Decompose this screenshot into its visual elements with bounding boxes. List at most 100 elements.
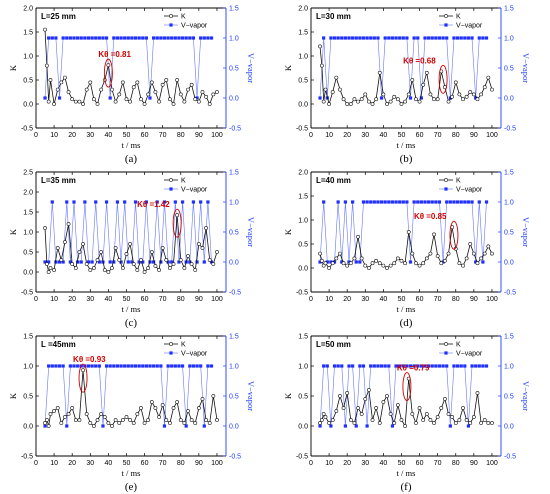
k-point	[490, 251, 494, 256]
v-vapor-point	[202, 424, 206, 428]
v-vapor-point	[130, 364, 134, 368]
legend-k-marker	[169, 342, 173, 346]
y-axis-label: K	[8, 392, 18, 399]
peak-annotation: Kθ =0.81	[98, 50, 131, 59]
x-tick-label: 30	[361, 132, 369, 139]
x-tick-label: 90	[470, 460, 478, 467]
k-point	[186, 254, 190, 258]
k-point	[403, 424, 407, 428]
v-vapor-point	[343, 36, 347, 40]
k-point	[196, 99, 201, 104]
x-tick-label: 20	[68, 132, 76, 139]
v-vapor-point	[43, 96, 47, 100]
x-tick-label: 90	[470, 296, 478, 303]
k-point	[157, 415, 161, 419]
y-tick-label: -0.5	[21, 126, 33, 133]
v-vapor-point	[354, 36, 358, 40]
k-point	[359, 256, 364, 261]
v-vapor-point	[379, 364, 384, 368]
v-vapor-point	[332, 364, 337, 368]
v-vapor-point	[54, 260, 58, 264]
k-point	[84, 262, 89, 266]
k-point	[385, 102, 389, 106]
x-tick-label: 10	[325, 132, 333, 139]
legend-v-marker	[444, 187, 448, 191]
v-vapor-point	[477, 200, 481, 204]
v-vapor-point	[361, 36, 366, 40]
v-vapor-point	[376, 364, 380, 368]
v-vapor-point	[387, 364, 391, 368]
v-vapor-point	[47, 364, 51, 368]
v-vapor-point	[199, 364, 203, 368]
k-point	[135, 268, 140, 272]
x-tick-label: 60	[416, 132, 424, 139]
v-vapor-point	[170, 260, 174, 264]
v-vapor-point	[405, 200, 409, 204]
y-tick-label: 0.5	[23, 250, 33, 257]
chart-panel-b: 0 10 20 30 40 50 60 70 80 90 100 -0.5 0.0 0.5 1.0 1.5 2.…	[283, 6, 531, 166]
k-point	[46, 99, 51, 104]
k-point	[196, 242, 201, 246]
x-tick-label: 0	[309, 132, 313, 139]
k-point	[374, 97, 379, 102]
v-vapor-point	[43, 424, 47, 428]
v-vapor-point	[416, 364, 420, 368]
v-vapor-point	[394, 36, 398, 40]
v-vapor-point	[173, 364, 177, 368]
v-vapor-point	[358, 36, 362, 40]
y2-tick-label: -0.5	[504, 126, 516, 133]
x-tick-label: 90	[195, 296, 203, 303]
k-point	[139, 97, 143, 102]
v-vapor-point	[65, 36, 69, 40]
x-tick-label: 0	[34, 296, 38, 303]
k-point	[435, 97, 440, 102]
k-point	[406, 230, 411, 234]
x-tick-label: 30	[361, 296, 369, 303]
v-vapor-point	[448, 96, 452, 100]
k-point	[399, 102, 404, 106]
k-point	[131, 85, 136, 90]
v-vapor-point	[459, 200, 463, 204]
y-tick-label: 1.0	[23, 230, 33, 237]
k-point	[99, 87, 104, 92]
x-tick-label: 10	[50, 460, 58, 467]
k-point	[146, 266, 151, 270]
v-vapor-point	[72, 364, 76, 368]
v-vapor-point	[412, 364, 416, 368]
x-tick-label: 0	[309, 296, 313, 303]
v-vapor-point	[61, 36, 65, 40]
v-vapor-point	[325, 364, 329, 368]
k-point	[77, 418, 82, 422]
k-point	[468, 421, 473, 425]
x-axis-label: t / ms	[122, 140, 141, 150]
v-vapor-point	[427, 36, 431, 40]
v-vapor-point	[372, 364, 376, 368]
k-point	[414, 97, 418, 102]
v-vapor-point	[463, 364, 467, 368]
y2-tick-label: 1.5	[504, 334, 514, 341]
v-vapor-point	[50, 36, 54, 40]
k-point	[211, 394, 216, 398]
k-point	[59, 421, 64, 425]
v-vapor-point	[209, 364, 214, 368]
k-point	[124, 252, 129, 256]
v-vapor-point	[463, 36, 467, 40]
v-vapor-point	[455, 36, 460, 40]
v-vapor-point	[184, 424, 188, 428]
v-vapor-point	[434, 200, 438, 204]
k-point	[99, 250, 104, 254]
k-point	[207, 258, 212, 262]
v-vapor-point	[477, 364, 481, 368]
chart-panel-f: 0 10 20 30 40 50 60 70 80 90 100 -0.5 0.0 0.5 1.0 1.5 -0…	[283, 334, 531, 494]
k-point	[341, 406, 346, 410]
k-point	[482, 251, 487, 256]
k-point	[73, 418, 78, 422]
y-tick-label: 0.0	[298, 424, 308, 431]
v-vapor-point	[459, 36, 463, 40]
legend-v-marker	[169, 351, 173, 355]
y-tick-label: 0.5	[298, 78, 308, 85]
y2-tick-label: -0.5	[229, 290, 241, 297]
v-vapor-point	[318, 424, 322, 428]
v-vapor-point	[101, 424, 105, 428]
v-vapor-point	[76, 260, 80, 264]
